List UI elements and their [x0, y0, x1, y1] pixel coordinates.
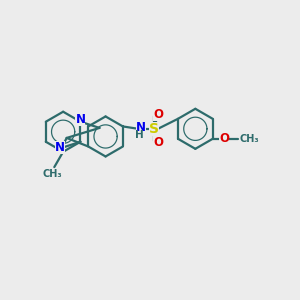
Text: O: O	[153, 108, 163, 121]
Text: H: H	[135, 130, 144, 140]
Text: S: S	[148, 122, 158, 136]
Text: CH₃: CH₃	[240, 134, 260, 144]
Text: N: N	[136, 121, 146, 134]
Text: CH₃: CH₃	[42, 169, 62, 179]
Text: N: N	[55, 141, 65, 154]
Text: N: N	[76, 113, 85, 126]
Text: O: O	[220, 132, 230, 145]
Text: O: O	[153, 136, 163, 149]
